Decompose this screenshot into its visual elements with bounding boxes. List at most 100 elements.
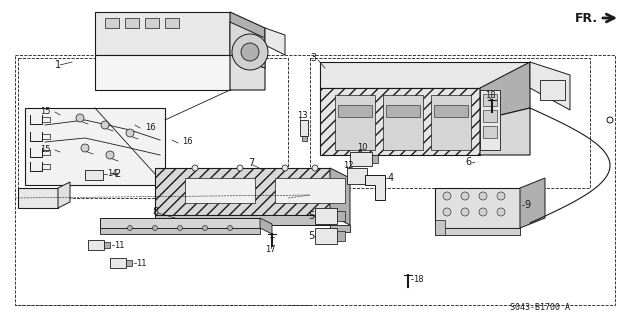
Circle shape (443, 208, 451, 216)
Bar (431, 95, 471, 150)
Bar (18, 58, 288, 198)
Circle shape (237, 165, 243, 171)
Bar (185, 178, 255, 203)
Text: 12: 12 (343, 160, 353, 169)
Bar (310, 58, 590, 188)
Polygon shape (230, 55, 265, 90)
Bar (105, 18, 119, 28)
Polygon shape (530, 62, 570, 110)
Polygon shape (155, 168, 330, 215)
Bar (350, 152, 372, 166)
Bar (372, 155, 378, 163)
Circle shape (76, 114, 84, 122)
Bar (315, 208, 337, 224)
Bar (145, 18, 159, 28)
Circle shape (227, 226, 232, 231)
Text: 5: 5 (308, 211, 314, 221)
Circle shape (497, 208, 505, 216)
Polygon shape (435, 220, 445, 235)
Polygon shape (365, 175, 385, 200)
Polygon shape (435, 228, 520, 235)
Polygon shape (100, 218, 260, 228)
Text: 3: 3 (310, 53, 316, 63)
Polygon shape (110, 258, 126, 268)
Circle shape (461, 192, 469, 200)
Bar (337, 211, 345, 221)
Circle shape (241, 43, 259, 61)
Polygon shape (320, 88, 480, 155)
Text: 1: 1 (55, 60, 61, 70)
Text: 16: 16 (145, 122, 156, 131)
Text: 17: 17 (265, 246, 276, 255)
Bar (337, 231, 345, 241)
Polygon shape (230, 12, 265, 68)
Polygon shape (480, 108, 530, 155)
Polygon shape (320, 62, 530, 88)
Bar (300, 120, 308, 136)
Circle shape (202, 226, 207, 231)
Circle shape (127, 226, 132, 231)
Text: 15: 15 (40, 145, 51, 154)
Polygon shape (435, 188, 520, 228)
Circle shape (152, 226, 157, 231)
Polygon shape (265, 28, 285, 55)
Bar (483, 94, 497, 106)
Polygon shape (25, 108, 165, 185)
Circle shape (443, 192, 451, 200)
Bar (18, 188, 58, 208)
Text: 5: 5 (308, 231, 314, 241)
Polygon shape (330, 168, 350, 225)
Bar (302, 136, 307, 141)
Text: 15: 15 (40, 108, 51, 116)
Bar (315, 228, 337, 244)
Text: FR.: FR. (575, 11, 598, 25)
Polygon shape (88, 240, 104, 250)
Polygon shape (330, 225, 350, 232)
Polygon shape (520, 178, 545, 228)
Bar (347, 168, 367, 184)
Circle shape (192, 165, 198, 171)
Bar (165, 18, 179, 28)
Text: 6: 6 (465, 157, 471, 167)
Text: 13: 13 (297, 112, 308, 121)
Bar (540, 80, 565, 100)
Bar (480, 90, 500, 150)
Bar (85, 170, 103, 180)
Bar (338, 105, 372, 117)
Text: 14: 14 (107, 169, 118, 179)
Circle shape (479, 208, 487, 216)
Polygon shape (95, 12, 230, 55)
Text: 16: 16 (182, 137, 193, 146)
Polygon shape (480, 62, 530, 120)
Text: 18: 18 (413, 276, 424, 285)
Polygon shape (230, 22, 265, 68)
Text: 10: 10 (357, 144, 367, 152)
Polygon shape (104, 242, 110, 248)
Circle shape (81, 144, 89, 152)
Bar (275, 178, 345, 203)
Bar (483, 126, 497, 138)
Circle shape (479, 192, 487, 200)
Circle shape (177, 226, 182, 231)
Text: 18: 18 (485, 92, 495, 100)
Polygon shape (260, 218, 272, 234)
Text: 8: 8 (152, 207, 158, 217)
Polygon shape (95, 55, 230, 90)
Circle shape (101, 121, 109, 129)
Circle shape (461, 208, 469, 216)
Circle shape (106, 151, 114, 159)
Text: 7: 7 (248, 158, 254, 168)
Bar (335, 95, 375, 150)
Polygon shape (58, 182, 70, 208)
Circle shape (232, 34, 268, 70)
Circle shape (497, 192, 505, 200)
Text: 11: 11 (136, 258, 147, 268)
Text: 2: 2 (114, 169, 120, 179)
Text: —: — (110, 169, 118, 179)
Bar (434, 105, 468, 117)
Bar (383, 95, 423, 150)
Text: 11: 11 (114, 241, 125, 249)
Bar (15, 55, 615, 305)
Circle shape (282, 165, 288, 171)
Bar (386, 105, 420, 117)
